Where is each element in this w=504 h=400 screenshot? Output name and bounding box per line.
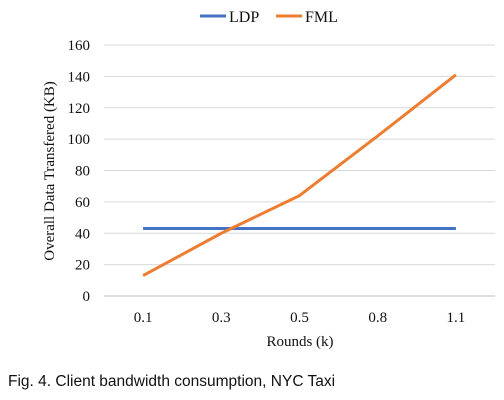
legend-label-ldp: LDP: [229, 9, 259, 26]
gridlines: [104, 44, 495, 297]
x-axis-title: Rounds (k): [266, 334, 333, 350]
y-tick-label: 60: [75, 195, 90, 211]
x-tick-label: 1.1: [447, 310, 466, 326]
y-tick-label: 100: [68, 132, 91, 148]
x-tick-label: 0.3: [212, 310, 231, 326]
x-tick-labels: 0.1 0.3 0.5 0.8 1.1: [134, 310, 466, 326]
line-chart: 0 20 40 60 80 100 120 140 160 0.1 0.3 0.5 0.8 1.1 LD…: [42, 9, 495, 350]
y-tick-label: 140: [68, 69, 91, 85]
x-tick-label: 0.1: [134, 310, 153, 326]
legend: LDP FML: [200, 9, 338, 26]
x-tick-label: 0.5: [290, 310, 309, 326]
y-tick-label: 40: [75, 226, 90, 242]
figure-caption: Fig. 4. Client bandwidth consumption, NY…: [8, 373, 336, 390]
y-tick-label: 160: [68, 38, 91, 54]
y-tick-labels: 0 20 40 60 80 100 120 140 160: [68, 38, 91, 305]
series-lines: [142, 73, 457, 277]
legend-label-fml: FML: [305, 9, 338, 26]
series-line-fml: [142, 73, 457, 277]
y-tick-label: 120: [68, 101, 91, 117]
y-tick-label: 80: [75, 164, 90, 180]
y-tick-label: 0: [83, 289, 91, 305]
y-axis-title: Overall Data Transfered (KB): [42, 81, 58, 261]
y-tick-label: 20: [75, 258, 90, 274]
x-tick-label: 0.8: [368, 310, 387, 326]
